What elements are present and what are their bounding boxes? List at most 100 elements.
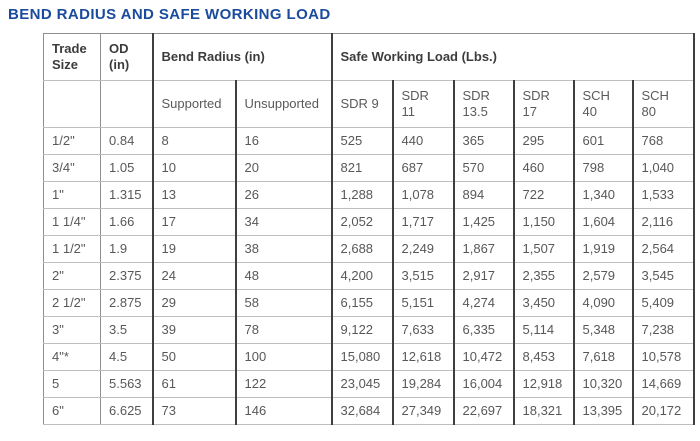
table-cell: 1,533: [632, 181, 695, 209]
table-cell: 1,604: [573, 208, 634, 236]
header-supported: Supported: [152, 80, 237, 128]
table-cell: 73: [152, 397, 237, 425]
table-cell: 10,578: [632, 343, 695, 371]
table-cell: 17: [152, 208, 237, 236]
table-cell: 26: [235, 181, 333, 209]
table-cell: 798: [573, 154, 634, 182]
page-title: BEND RADIUS AND SAFE WORKING LOAD: [8, 6, 331, 23]
table-cell: 29: [152, 289, 237, 317]
table-cell: 19,284: [392, 370, 455, 398]
table-cell: 5,114: [513, 316, 575, 344]
table-cell: 6": [43, 397, 101, 425]
table-cell: 3": [43, 316, 101, 344]
header-row-groups: Trade Size OD (in) Bend Radius (in) Safe…: [43, 33, 695, 81]
table-cell: 16,004: [453, 370, 515, 398]
table-cell: 2,688: [331, 235, 394, 263]
table-cell: 1.05: [100, 154, 154, 182]
table-cell: 8: [152, 127, 237, 155]
header-empty-trade: [43, 80, 101, 128]
table-cell: 525: [331, 127, 394, 155]
table-cell: 1,717: [392, 208, 455, 236]
table-cell: 7,633: [392, 316, 455, 344]
table-cell: 19: [152, 235, 237, 263]
table-cell: 5,348: [573, 316, 634, 344]
table-row: 3" 3.5 39 78 9,122 7,633 6,335 5,114 5,348 7,238: [43, 316, 695, 344]
table-cell: 58: [235, 289, 333, 317]
table-cell: 10,320: [573, 370, 634, 398]
table-cell: 2.375: [100, 262, 154, 290]
table-cell: 2,355: [513, 262, 575, 290]
table-cell: 2 1/2": [43, 289, 101, 317]
table-cell: 23,045: [331, 370, 394, 398]
table-cell: 295: [513, 127, 575, 155]
table-row: 1" 1.315 13 26 1,288 1,078 894 722 1,340 1,533: [43, 181, 695, 209]
table-cell: 570: [453, 154, 515, 182]
table-row: 2" 2.375 24 48 4,200 3,515 2,917 2,355 2,579 3,54…: [43, 262, 695, 290]
table-cell: 39: [152, 316, 237, 344]
table-cell: 6,335: [453, 316, 515, 344]
table-cell: 10: [152, 154, 237, 182]
table-cell: 2,564: [632, 235, 695, 263]
table-cell: 7,238: [632, 316, 695, 344]
table-row: 1 1/2" 1.9 19 38 2,688 2,249 1,867 1,507 1,919 2,…: [43, 235, 695, 263]
table-row: 1 1/4" 1.66 17 34 2,052 1,717 1,425 1,150 1,604 2…: [43, 208, 695, 236]
table-row: 2 1/2" 2.875 29 58 6,155 5,151 4,274 3,450 4,090…: [43, 289, 695, 317]
table-cell: 13,395: [573, 397, 634, 425]
table-cell: 15,080: [331, 343, 394, 371]
table-cell: 78: [235, 316, 333, 344]
table-cell: 1,078: [392, 181, 455, 209]
table-cell: 1,919: [573, 235, 634, 263]
table-cell: 1.66: [100, 208, 154, 236]
table-cell: 20,172: [632, 397, 695, 425]
table-cell: 16: [235, 127, 333, 155]
header-empty-od: [100, 80, 154, 128]
table-cell: 27,349: [392, 397, 455, 425]
table-cell: 1,040: [632, 154, 695, 182]
table-cell: 20: [235, 154, 333, 182]
table-cell: 5,409: [632, 289, 695, 317]
header-sdr-13-5: SDR 13.5: [453, 80, 515, 128]
table-cell: 38: [235, 235, 333, 263]
table-cell: 50: [152, 343, 237, 371]
table-cell: 2,249: [392, 235, 455, 263]
table-cell: 1,340: [573, 181, 634, 209]
table-row: 6" 6.625 73 146 32,684 27,349 22,697 18,321 13,3…: [43, 397, 695, 425]
header-sdr-11: SDR 11: [392, 80, 455, 128]
table-cell: 146: [235, 397, 333, 425]
table-cell: 4,200: [331, 262, 394, 290]
table-cell: 687: [392, 154, 455, 182]
header-sch-80: SCH 80: [632, 80, 695, 128]
table-body: 1/2" 0.84 8 16 525 440 365 295 601 768 3/4" 1.05 10 2…: [43, 127, 695, 425]
table-cell: 34: [235, 208, 333, 236]
header-sdr-9: SDR 9: [331, 80, 394, 128]
page: BEND RADIUS AND SAFE WORKING LOAD Trade …: [0, 6, 700, 425]
table-cell: 2.875: [100, 289, 154, 317]
table-cell: 1,150: [513, 208, 575, 236]
header-sch-40: SCH 40: [573, 80, 634, 128]
table-cell: 5.563: [100, 370, 154, 398]
table-cell: 601: [573, 127, 634, 155]
table-cell: 1": [43, 181, 101, 209]
table-cell: 13: [152, 181, 237, 209]
table-cell: 4"*: [43, 343, 101, 371]
table-cell: 4,274: [453, 289, 515, 317]
table-cell: 2,579: [573, 262, 634, 290]
header-od: OD (in): [100, 33, 154, 81]
table-cell: 48: [235, 262, 333, 290]
table-cell: 3,515: [392, 262, 455, 290]
table-cell: 3,450: [513, 289, 575, 317]
table-cell: 7,618: [573, 343, 634, 371]
header-unsupported: Unsupported: [235, 80, 333, 128]
header-bend-radius-group: Bend Radius (in): [152, 33, 333, 81]
table-cell: 5: [43, 370, 101, 398]
table-cell: 100: [235, 343, 333, 371]
table-cell: 722: [513, 181, 575, 209]
table-cell: 10,472: [453, 343, 515, 371]
table-cell: 1,288: [331, 181, 394, 209]
table-cell: 18,321: [513, 397, 575, 425]
table-cell: 3.5: [100, 316, 154, 344]
table-cell: 1.9: [100, 235, 154, 263]
table-cell: 0.84: [100, 127, 154, 155]
table-cell: 1,507: [513, 235, 575, 263]
bend-radius-table: Trade Size OD (in) Bend Radius (in) Safe…: [43, 33, 695, 425]
